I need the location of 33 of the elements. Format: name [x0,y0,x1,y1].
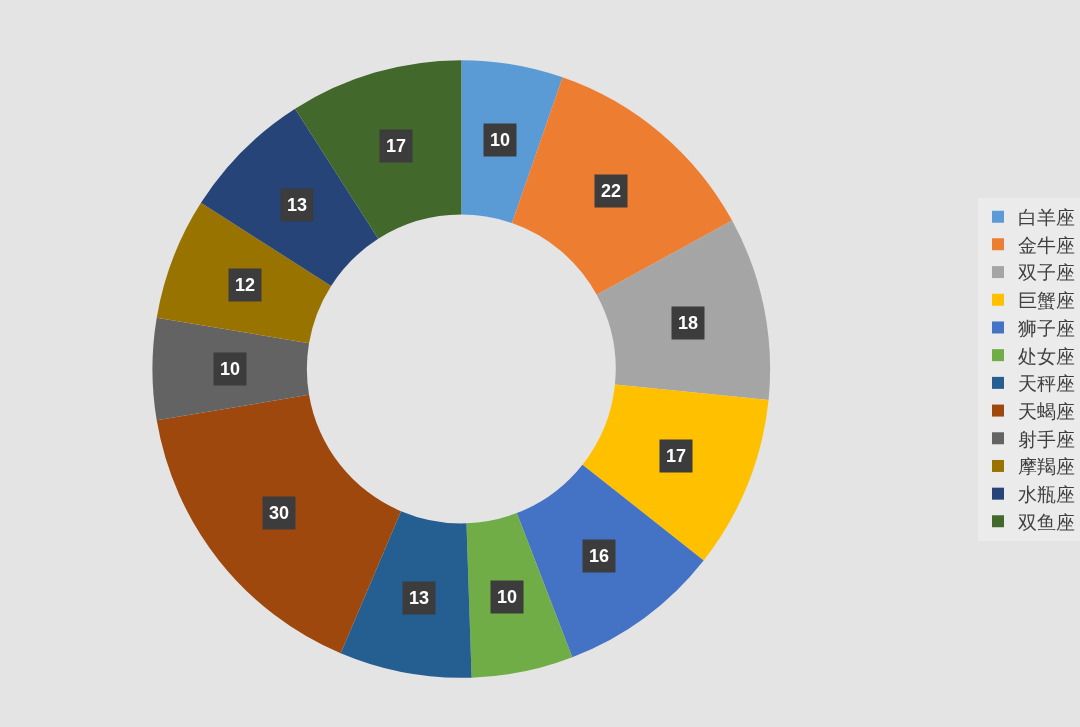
donut-slice [596,220,771,400]
legend-label: 射手座 [1018,427,1075,450]
legend-label: 水瓶座 [1018,483,1075,506]
legend-label: 双子座 [1018,261,1075,284]
data-label: 17 [386,136,407,156]
data-label: 10 [220,359,241,379]
donut-slice [156,394,401,654]
donut-slice [340,511,472,678]
donut-slice [516,464,704,658]
legend-label: 狮子座 [1018,316,1075,339]
legend-label: 天蝎座 [1018,399,1075,422]
donut-slice [461,60,563,224]
legend-label: 摩羯座 [1018,455,1075,478]
data-label: 18 [678,313,699,333]
legend-label: 金牛座 [1018,233,1075,256]
legend-label: 处女座 [1018,344,1075,367]
data-label: 13 [409,588,430,608]
data-label: 30 [269,503,290,523]
data-label: 16 [589,546,610,566]
donut-slice [511,77,733,295]
data-label: 12 [235,275,256,295]
donut-slice [582,384,769,561]
donut-slice [466,513,573,678]
data-label: 13 [287,195,308,215]
legend-label: 天秤座 [1018,372,1075,395]
data-label: 10 [497,587,518,607]
legend-label: 巨蟹座 [1018,289,1075,312]
legend-label: 双鱼座 [1018,510,1075,533]
data-label: 17 [666,446,687,466]
data-label: 22 [601,181,622,201]
legend-label: 白羊座 [1018,206,1075,229]
donut-slice [152,317,310,421]
data-label: 10 [490,130,511,150]
